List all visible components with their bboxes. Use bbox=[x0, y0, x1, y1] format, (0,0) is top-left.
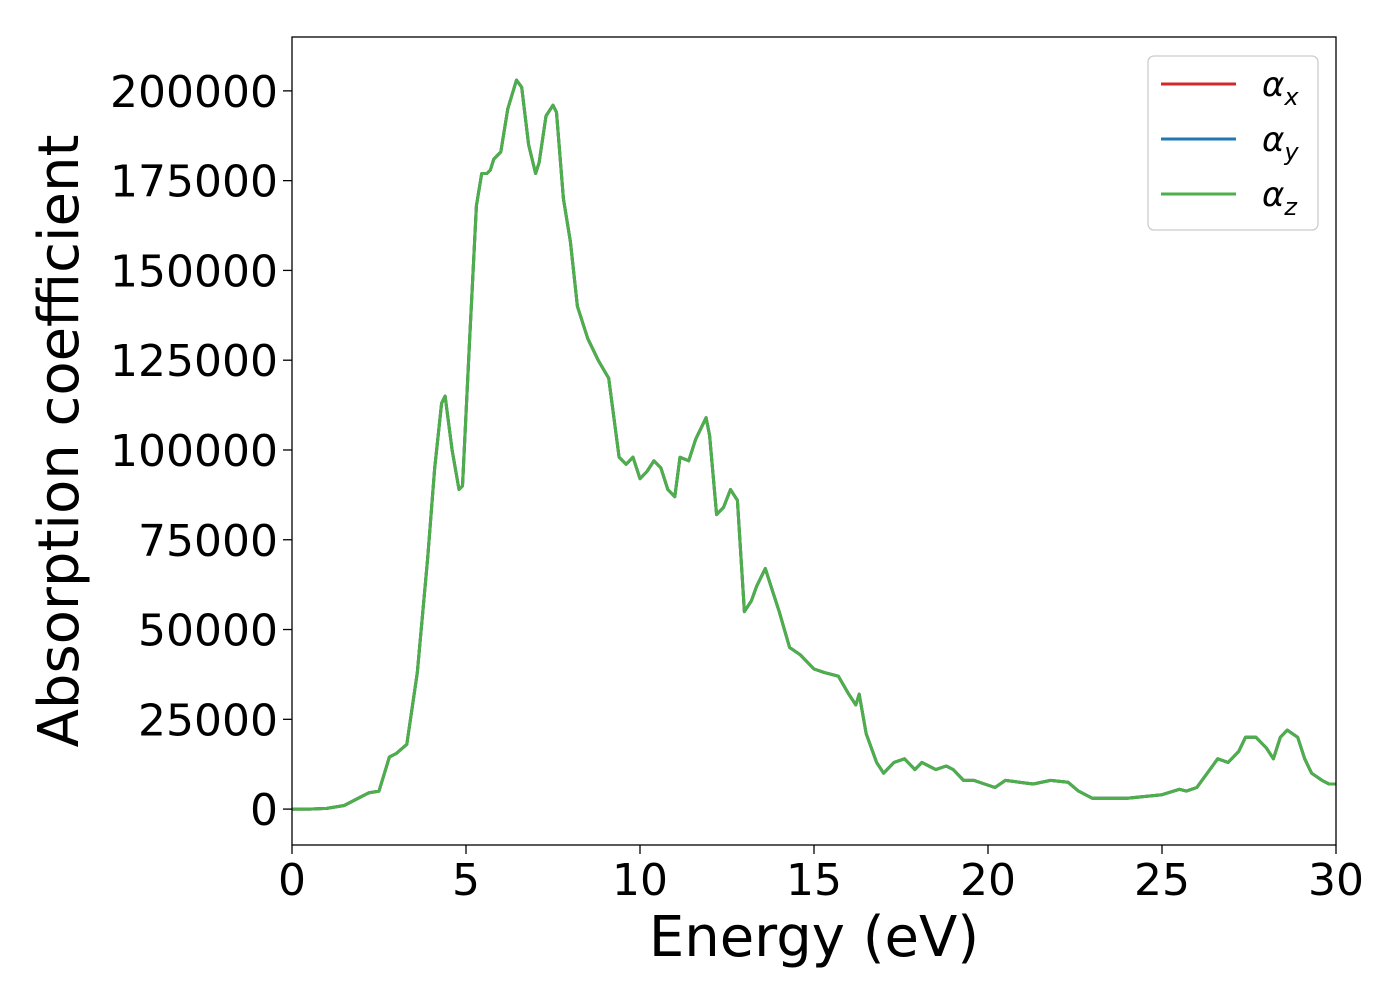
y-tick-label: 125000 bbox=[110, 336, 278, 387]
y-tick-label: 100000 bbox=[110, 426, 278, 477]
y-tick-label: 75000 bbox=[138, 516, 278, 567]
x-axis-label: Energy (eV) bbox=[649, 905, 979, 970]
x-tick-label: 0 bbox=[278, 855, 306, 906]
x-tick-label: 30 bbox=[1308, 855, 1364, 906]
legend-label-subscript: y bbox=[1283, 138, 1299, 166]
y-tick-label: 0 bbox=[250, 785, 278, 836]
legend-label-symbol: α bbox=[1262, 65, 1284, 105]
y-tick-label: 175000 bbox=[110, 157, 278, 208]
legend-label-x: αx bbox=[1262, 65, 1299, 111]
x-tick-label: 25 bbox=[1134, 855, 1190, 906]
x-tick-label: 10 bbox=[612, 855, 668, 906]
series-layer bbox=[292, 78, 1336, 811]
y-tick-label: 200000 bbox=[110, 67, 278, 118]
legend-label-z: αz bbox=[1262, 175, 1298, 221]
series-line-z bbox=[292, 78, 1336, 811]
x-tick-label: 15 bbox=[786, 855, 842, 906]
x-tick-label: 20 bbox=[960, 855, 1016, 906]
y-tick-label: 25000 bbox=[138, 695, 278, 746]
y-tick-label: 50000 bbox=[138, 606, 278, 657]
y-axis-ticks: 0 25000 50000 75000 100000 125000 150000 175000… bbox=[110, 67, 292, 836]
legend-box bbox=[1147, 55, 1319, 231]
legend-label-y: αy bbox=[1262, 120, 1299, 166]
y-tick-label: 150000 bbox=[110, 246, 278, 297]
legend-label-symbol: α bbox=[1262, 120, 1284, 160]
legend-label-subscript: x bbox=[1283, 83, 1299, 111]
legend-label-subscript: z bbox=[1283, 193, 1298, 221]
y-axis-label: Absorption coefficient bbox=[27, 135, 92, 748]
legend-label-symbol: α bbox=[1262, 175, 1284, 215]
x-tick-label: 5 bbox=[452, 855, 480, 906]
x-axis-ticks: 0 5 10 15 20 25 30 bbox=[278, 845, 1364, 906]
